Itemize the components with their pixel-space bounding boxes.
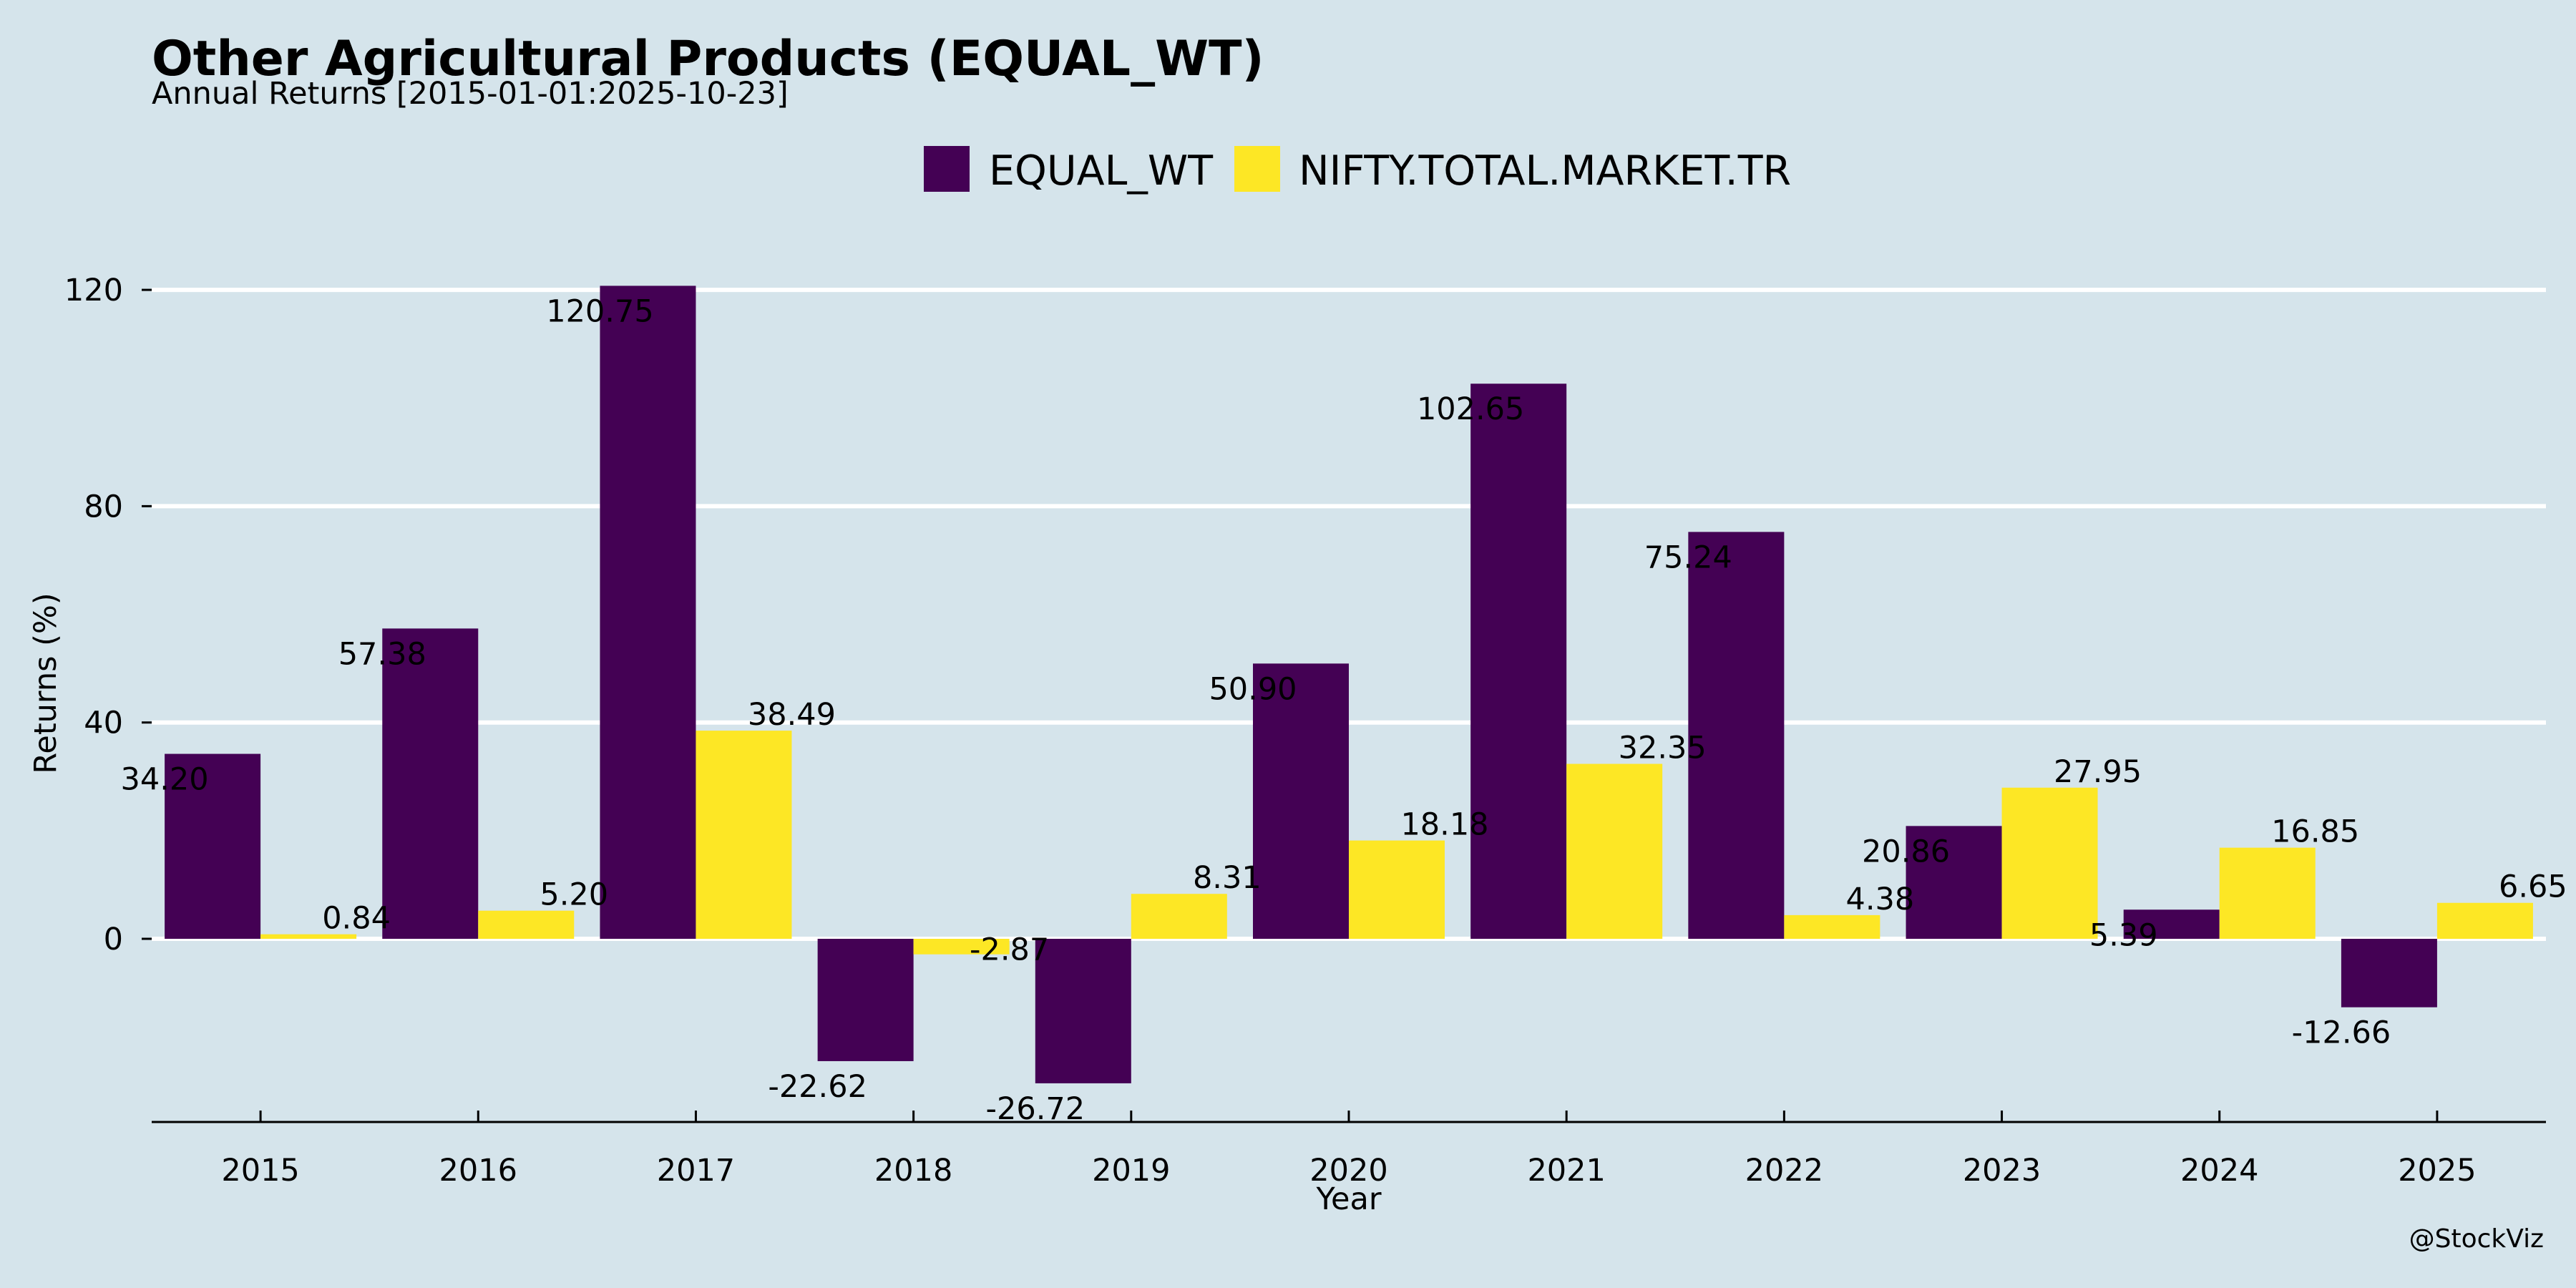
data-label-equal-wt-2015: 34.20 <box>121 762 209 798</box>
data-label-nifty-2021: 32.35 <box>1619 731 1707 766</box>
y-tick-label: 120 <box>64 273 123 308</box>
data-label-equal-wt-2019: -26.72 <box>986 1091 1085 1127</box>
bar-equal-wt-2020 <box>1253 663 1349 939</box>
bar-nifty-2023 <box>2001 787 2098 939</box>
data-label-equal-wt-2018: -22.62 <box>768 1069 867 1105</box>
data-label-equal-wt-2020: 50.90 <box>1209 671 1297 707</box>
data-label-equal-wt-2016: 57.38 <box>338 636 426 672</box>
bar-equal-wt-2025 <box>2341 939 2437 1008</box>
data-label-equal-wt-2017: 120.75 <box>546 293 653 329</box>
bar-nifty-2019 <box>1131 894 1227 939</box>
y-tick-label: 0 <box>104 922 123 957</box>
credit-text: @StockViz <box>2409 1224 2544 1254</box>
x-tick-label: 2024 <box>2180 1153 2258 1189</box>
data-label-nifty-2017: 38.49 <box>748 697 836 733</box>
x-tick-label: 2020 <box>1309 1153 1387 1189</box>
y-axis-label: Returns (%) <box>28 592 64 774</box>
data-labels: 34.20 0.84 57.38 5.20 120.75 38.49 -22.62 -2.87… <box>121 293 2567 1127</box>
bar-nifty-2022 <box>1784 914 1880 939</box>
bar-equal-wt-2023 <box>1906 826 2002 939</box>
x-tick-label: 2018 <box>874 1153 952 1189</box>
x-tick-label: 2023 <box>1963 1153 2041 1189</box>
data-label-nifty-2019: 8.31 <box>1193 860 1262 896</box>
bar-equal-wt-2024 <box>2123 909 2220 939</box>
data-label-nifty-2022: 4.38 <box>1845 882 1914 917</box>
bar-equal-wt-2017 <box>600 286 696 939</box>
x-tick-label: 2015 <box>221 1153 299 1189</box>
bar-nifty-2016 <box>478 910 575 939</box>
data-label-equal-wt-2021: 102.65 <box>1417 391 1524 427</box>
x-axis-label: Year <box>1315 1181 1381 1217</box>
bar-equal-wt-2016 <box>382 628 479 939</box>
data-label-nifty-2020: 18.18 <box>1400 807 1488 843</box>
data-label-nifty-2015: 0.84 <box>322 901 391 937</box>
data-label-nifty-2016: 5.20 <box>540 877 608 913</box>
bar-nifty-2024 <box>2219 847 2316 939</box>
bar-nifty-2021 <box>1566 763 1663 939</box>
bars <box>165 286 2533 1083</box>
data-label-equal-wt-2025: -12.66 <box>2292 1015 2391 1051</box>
chart-subtitle: Annual Returns [2015-01-01:2025-10-23] <box>152 76 789 112</box>
legend-label-equal-wt: EQUAL_WT <box>989 147 1213 195</box>
data-label-equal-wt-2023: 20.86 <box>1862 834 1950 869</box>
bar-equal-wt-2018 <box>817 939 914 1061</box>
chart-title: Other Agricultural Products (EQUAL_WT) <box>152 31 1264 87</box>
bar-nifty-2020 <box>1349 840 1445 939</box>
x-tick-label: 2025 <box>2398 1153 2476 1189</box>
x-tick-label: 2016 <box>439 1153 517 1189</box>
x-tick-label: 2019 <box>1092 1153 1170 1189</box>
bar-equal-wt-2022 <box>1688 532 1785 939</box>
y-tick-label: 80 <box>84 489 123 525</box>
bar-nifty-2025 <box>2436 902 2533 939</box>
x-tick-label: 2021 <box>1527 1153 1605 1189</box>
legend: EQUAL_WT NIFTY.TOTAL.MARKET.TR <box>924 146 1791 195</box>
x-axis: 2015 2016 2017 2018 2019 2020 2021 2022 2023 2024… <box>152 1111 2546 1189</box>
x-tick-label: 2017 <box>657 1153 735 1189</box>
bar-nifty-2015 <box>260 934 357 939</box>
y-axis: 0 40 80 120 <box>64 273 152 957</box>
bar-equal-wt-2021 <box>1470 384 1567 939</box>
data-label-equal-wt-2022: 75.24 <box>1644 540 1732 575</box>
data-label-nifty-2024: 16.85 <box>2271 814 2359 850</box>
data-label-nifty-2018: -2.87 <box>970 932 1049 968</box>
legend-swatch-nifty <box>1234 146 1280 192</box>
data-label-nifty-2023: 27.95 <box>2054 754 2142 790</box>
legend-swatch-equal-wt <box>924 146 970 192</box>
legend-label-nifty: NIFTY.TOTAL.MARKET.TR <box>1299 147 1791 195</box>
y-tick-label: 40 <box>84 706 123 741</box>
bar-nifty-2017 <box>696 731 792 939</box>
data-label-equal-wt-2024: 5.39 <box>2089 917 2158 953</box>
x-tick-label: 2022 <box>1745 1153 1823 1189</box>
bar-equal-wt-2015 <box>165 753 261 939</box>
bar-nifty-2018 <box>913 939 1010 955</box>
bar-equal-wt-2019 <box>1035 939 1131 1083</box>
data-label-nifty-2025: 6.65 <box>2499 869 2567 905</box>
